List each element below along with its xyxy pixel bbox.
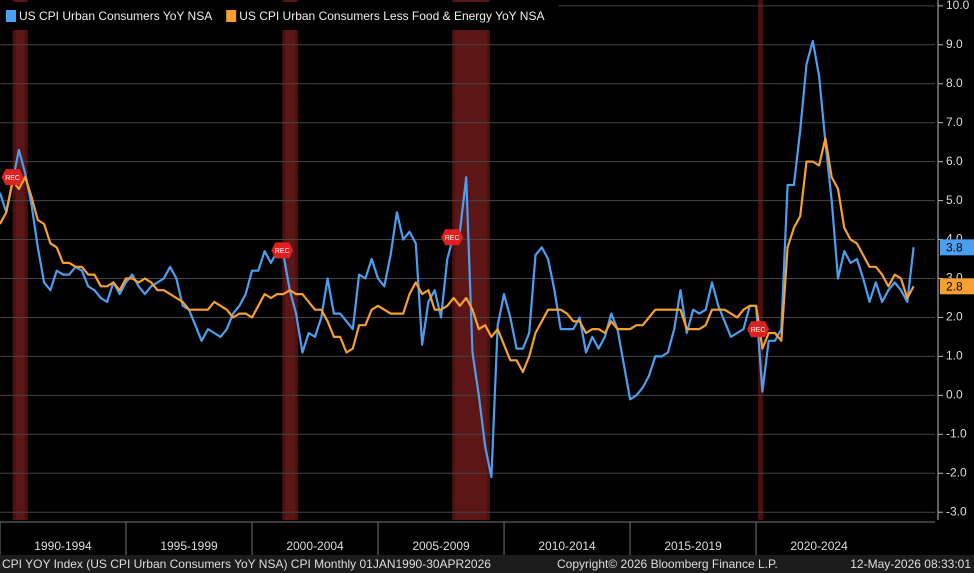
x-tick-label: 2020-2024: [790, 539, 848, 553]
x-tick-label: 1990-1994: [34, 539, 92, 553]
last-value-tag: [940, 278, 974, 295]
recession-marker-label: REC: [751, 327, 766, 334]
plot-front: -3.0-2.0-1.00.01.02.03.04.05.06.07.08.09…: [0, 0, 974, 555]
copyright: Copyright© 2026 Bloomberg Finance L.P.: [557, 557, 778, 571]
x-tick-label: 2005-2009: [412, 539, 470, 553]
recession-marker-label: REC: [445, 235, 460, 242]
y-tick-label: 6.0: [946, 154, 963, 168]
x-tick-label: 2010-2014: [538, 539, 596, 553]
legend-box: [0, 2, 559, 30]
last-value-label: 3.8: [946, 241, 963, 255]
y-tick-label: 9.0: [946, 37, 963, 51]
recession-marker-shape: [747, 321, 770, 338]
recession-marker-shape: [1, 169, 24, 186]
series-line: [0, 137, 915, 374]
y-tick-label: 7.0: [946, 115, 963, 129]
recession-core: [285, 0, 296, 520]
legend-swatch: [226, 10, 237, 22]
x-tick-label: 1995-1999: [160, 539, 218, 553]
recession-marker: REC: [747, 321, 770, 338]
y-tick-label: 1.0: [946, 349, 963, 363]
x-tick-label: 2000-2004: [286, 539, 344, 553]
x-tick-label: 2015-2019: [664, 539, 722, 553]
recession-marker-label: REC: [275, 248, 290, 255]
legend-label: US CPI Urban Consumers Less Food & Energ…: [239, 9, 544, 23]
y-tick-label: 2.0: [946, 310, 963, 324]
recession-band: [758, 0, 764, 520]
recession-marker: REC: [271, 242, 294, 259]
y-tick-label: 5.0: [946, 193, 963, 207]
footer-bar: [0, 555, 974, 573]
plot-back: [0, 0, 935, 520]
y-tick-label: -2.0: [946, 465, 967, 479]
recession-marker: REC: [1, 169, 24, 186]
y-tick-label: 10.0: [946, 0, 970, 12]
recession-core: [15, 0, 25, 520]
source-note: CPI YOY Index (US CPI Urban Consumers Yo…: [2, 557, 491, 571]
y-tick-label: -1.0: [946, 426, 967, 440]
legend: US CPI Urban Consumers YoY NSA US CPI Urb…: [0, 2, 559, 30]
legend-swatch: [6, 10, 16, 22]
recession-marker-shape: [271, 242, 294, 259]
last-value-tag: [940, 239, 974, 256]
y-tick-label: -3.0: [946, 504, 967, 518]
recession-marker-shape: [441, 229, 464, 246]
y-tick-label: 0.0: [946, 388, 963, 402]
recession-marker-label: REC: [5, 175, 20, 182]
timestamp: 12-May-2026 08:33:01: [850, 557, 971, 571]
recession-core: [455, 0, 487, 520]
y-tick-label: 8.0: [946, 76, 963, 90]
last-value-label: 2.8: [946, 279, 963, 293]
recession-marker: REC: [441, 229, 464, 246]
legend-label: US CPI Urban Consumers YoY NSA: [19, 9, 212, 23]
